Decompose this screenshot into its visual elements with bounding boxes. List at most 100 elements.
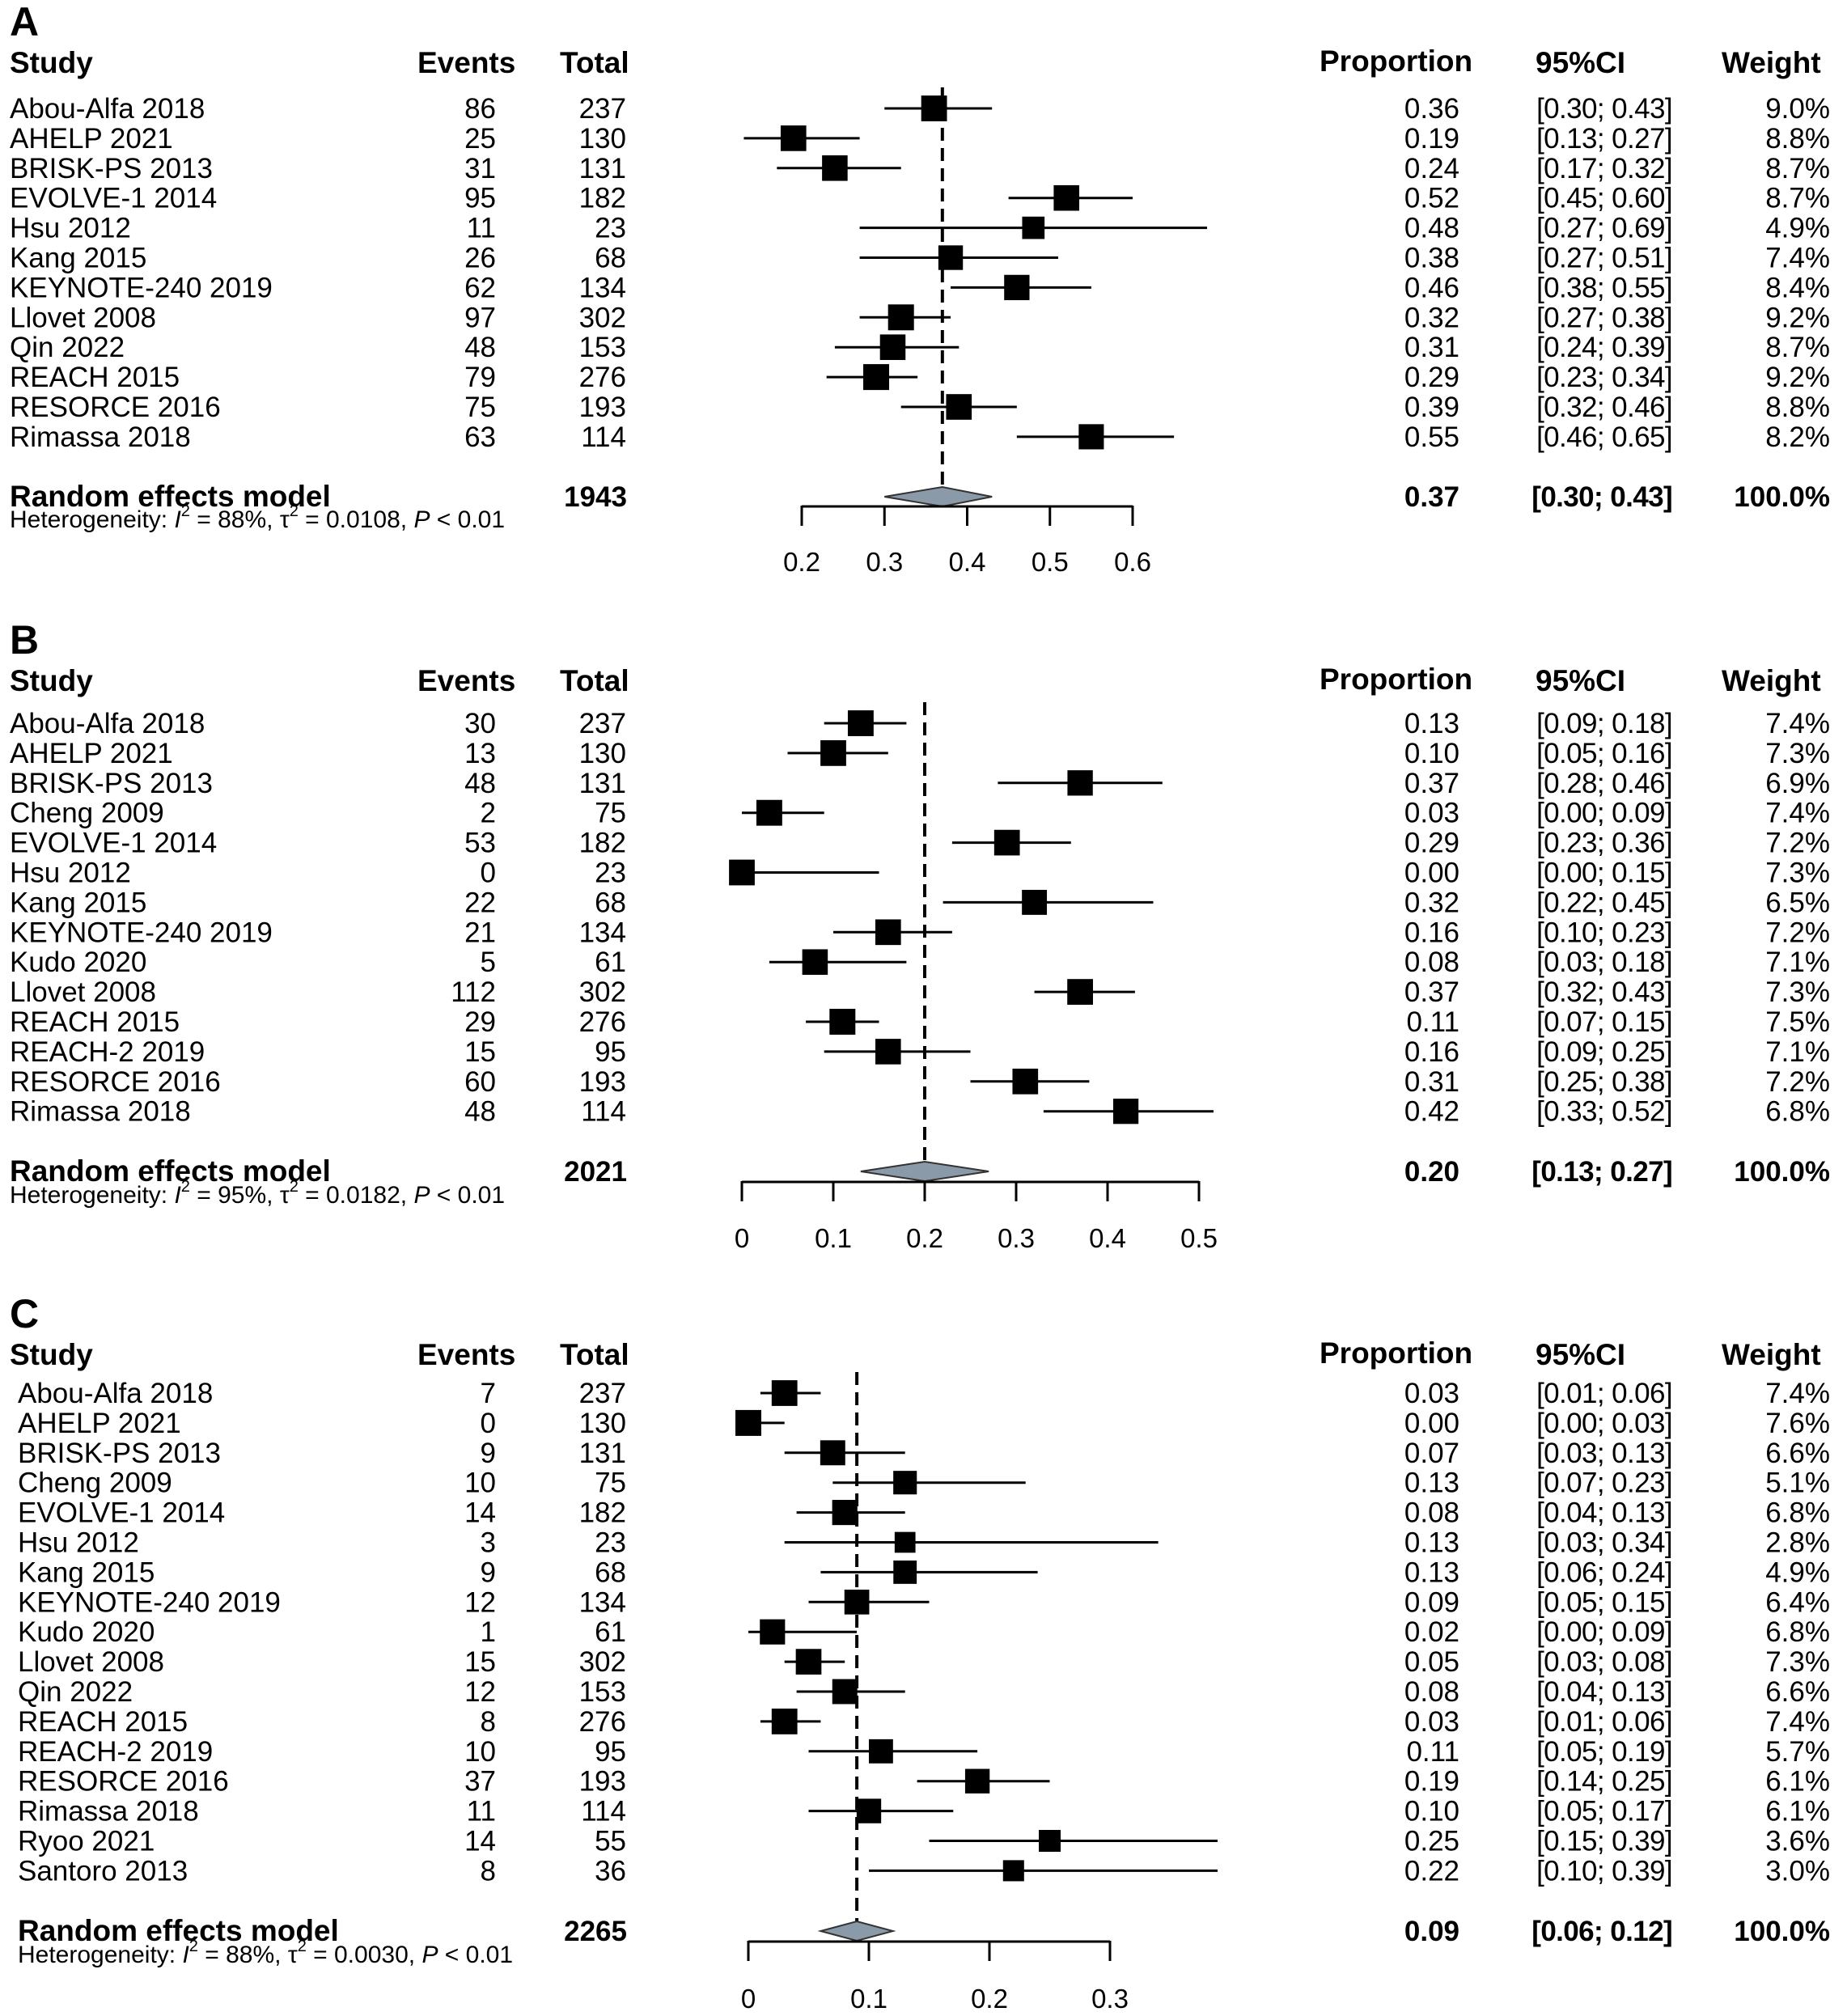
study-name: EVOLVE-1 2014 xyxy=(18,1497,225,1529)
study-proportion: 0.22 xyxy=(1404,1855,1459,1887)
study-name: AHELP 2021 xyxy=(10,123,173,155)
point-estimate-square xyxy=(875,919,901,946)
header-proportion: Proportion xyxy=(1320,44,1472,78)
study-row: EVOLVE-1 2014 53 182 0.29 [0.23; 0.36] 7.2% xyxy=(10,828,1830,859)
study-ci: [0.23; 0.34] xyxy=(1536,362,1672,393)
study-row: EVOLVE-1 2014 14 182 0.08 [0.04; 0.13] 6.8% xyxy=(18,1497,1830,1529)
study-proportion: 0.00 xyxy=(1404,1408,1459,1439)
study-row: AHELP 2021 0 130 0.00 [0.00; 0.03] 7.6% xyxy=(18,1408,1830,1439)
study-name: EVOLVE-1 2014 xyxy=(10,183,217,214)
study-weight: 8.2% xyxy=(1765,421,1830,453)
study-events: 15 xyxy=(464,1036,496,1068)
study-total: 23 xyxy=(595,213,626,244)
study-name: AHELP 2021 xyxy=(18,1408,181,1439)
summary-ci: [0.13; 0.27] xyxy=(1531,1156,1672,1188)
study-total: 61 xyxy=(595,947,626,978)
point-estimate-square xyxy=(1067,770,1093,796)
study-events: 8 xyxy=(481,1706,496,1738)
study-ci: [0.05; 0.16] xyxy=(1536,738,1672,769)
summary-weight: 100.0% xyxy=(1734,481,1830,513)
study-row: Ryoo 2021 14 55 0.25 [0.15; 0.39] 3.6% xyxy=(18,1826,1830,1857)
study-row: REACH 2015 29 276 0.11 [0.07; 0.15] 7.5% xyxy=(10,1006,1830,1038)
x-tick-label: 0.5 xyxy=(1180,1223,1218,1253)
study-weight: 7.4% xyxy=(1765,708,1830,739)
study-name: Kang 2015 xyxy=(18,1556,155,1588)
study-events: 3 xyxy=(481,1527,496,1559)
study-ci: [0.01; 0.06] xyxy=(1536,1378,1672,1409)
study-weight: 7.3% xyxy=(1765,858,1830,889)
study-total: 193 xyxy=(579,1066,626,1098)
point-estimate-square xyxy=(1067,979,1093,1005)
study-events: 21 xyxy=(464,917,496,948)
study-proportion: 0.19 xyxy=(1404,1766,1459,1798)
study-row: Abou-Alfa 2018 86 237 0.36 [0.30; 0.43] 9.0% xyxy=(10,93,1830,125)
study-row: KEYNOTE-240 2019 12 134 0.09 [0.05; 0.15] 6.4… xyxy=(18,1586,1830,1618)
study-events: 1 xyxy=(481,1616,496,1648)
study-weight: 8.8% xyxy=(1765,392,1830,423)
study-events: 53 xyxy=(464,828,496,859)
point-estimate-square xyxy=(756,799,782,826)
study-row: Kang 2015 9 68 0.13 [0.06; 0.24] 4.9% xyxy=(18,1556,1830,1588)
study-events: 60 xyxy=(464,1066,496,1098)
study-proportion: 0.13 xyxy=(1404,1556,1459,1588)
study-ci: [0.00; 0.09] xyxy=(1536,1616,1672,1648)
study-proportion: 0.09 xyxy=(1404,1586,1459,1618)
study-weight: 8.7% xyxy=(1765,153,1830,184)
study-name: REACH 2015 xyxy=(10,362,180,393)
x-tick-label: 0.5 xyxy=(1032,547,1069,577)
study-row: KEYNOTE-240 2019 62 134 0.46 [0.38; 0.55] 8.4… xyxy=(10,272,1830,303)
study-total: 276 xyxy=(579,362,626,393)
x-tick-label: 0.2 xyxy=(971,1984,1008,2014)
point-estimate-square xyxy=(820,1440,845,1466)
study-total: 182 xyxy=(579,828,626,859)
study-ci: [0.27; 0.69] xyxy=(1536,213,1672,244)
study-total: 237 xyxy=(579,93,626,125)
x-tick-label: 0.1 xyxy=(815,1223,852,1253)
study-weight: 5.1% xyxy=(1765,1468,1830,1499)
study-ci: [0.38; 0.55] xyxy=(1536,272,1672,303)
study-total: 61 xyxy=(595,1616,626,1648)
study-total: 23 xyxy=(595,1527,626,1559)
study-name: Santoro 2013 xyxy=(18,1855,188,1887)
study-name: Llovet 2008 xyxy=(18,1646,164,1678)
study-total: 131 xyxy=(579,768,626,799)
study-row: REACH-2 2019 10 95 0.11 [0.05; 0.19] 5.7% xyxy=(18,1736,1830,1768)
study-ci: [0.01; 0.06] xyxy=(1536,1706,1672,1738)
study-ci: [0.46; 0.65] xyxy=(1536,421,1672,453)
study-events: 10 xyxy=(464,1736,496,1768)
study-ci: [0.03; 0.34] xyxy=(1536,1527,1672,1559)
study-total: 130 xyxy=(579,1408,626,1439)
study-row: Santoro 2013 8 36 0.22 [0.10; 0.39] 3.0% xyxy=(18,1855,1830,1887)
point-estimate-square xyxy=(893,1471,917,1495)
study-name: REACH 2015 xyxy=(10,1006,180,1038)
study-events: 15 xyxy=(464,1646,496,1678)
study-proportion: 0.31 xyxy=(1404,332,1459,363)
study-ci: [0.04; 0.13] xyxy=(1536,1497,1672,1529)
study-row: EVOLVE-1 2014 95 182 0.52 [0.45; 0.60] 8.7% xyxy=(10,183,1830,214)
study-row: REACH-2 2019 15 95 0.16 [0.09; 0.25] 7.1% xyxy=(10,1036,1830,1068)
study-row: Kang 2015 22 68 0.32 [0.22; 0.45] 6.5% xyxy=(10,887,1830,918)
study-ci: [0.33; 0.52] xyxy=(1536,1096,1672,1128)
header-total: Total xyxy=(560,46,629,79)
study-row: Kudo 2020 1 61 0.02 [0.00; 0.09] 6.8% xyxy=(18,1616,1830,1648)
study-name: Hsu 2012 xyxy=(10,858,131,889)
heterogeneity-stats: Heterogeneity: I2 = 88%, τ2 = 0.0108, P … xyxy=(10,502,505,533)
point-estimate-square xyxy=(1038,1829,1061,1853)
study-total: 134 xyxy=(579,917,626,948)
point-estimate-square xyxy=(1112,1099,1139,1124)
study-ci: [0.25; 0.38] xyxy=(1536,1066,1672,1098)
study-ci: [0.27; 0.51] xyxy=(1536,243,1672,274)
study-row: Llovet 2008 112 302 0.37 [0.32; 0.43] 7.3% xyxy=(10,976,1830,1008)
study-name: Cheng 2009 xyxy=(10,798,164,829)
point-estimate-square xyxy=(938,245,964,270)
study-proportion: 0.48 xyxy=(1404,213,1459,244)
study-events: 22 xyxy=(464,887,496,918)
header-study: Study xyxy=(10,1338,93,1371)
study-total: 130 xyxy=(579,738,626,769)
study-weight: 7.3% xyxy=(1765,738,1830,769)
study-total: 193 xyxy=(579,392,626,423)
study-ci: [0.13; 0.27] xyxy=(1536,123,1672,155)
study-total: 134 xyxy=(579,1586,626,1618)
study-row: AHELP 2021 13 130 0.10 [0.05; 0.16] 7.3% xyxy=(10,738,1830,769)
